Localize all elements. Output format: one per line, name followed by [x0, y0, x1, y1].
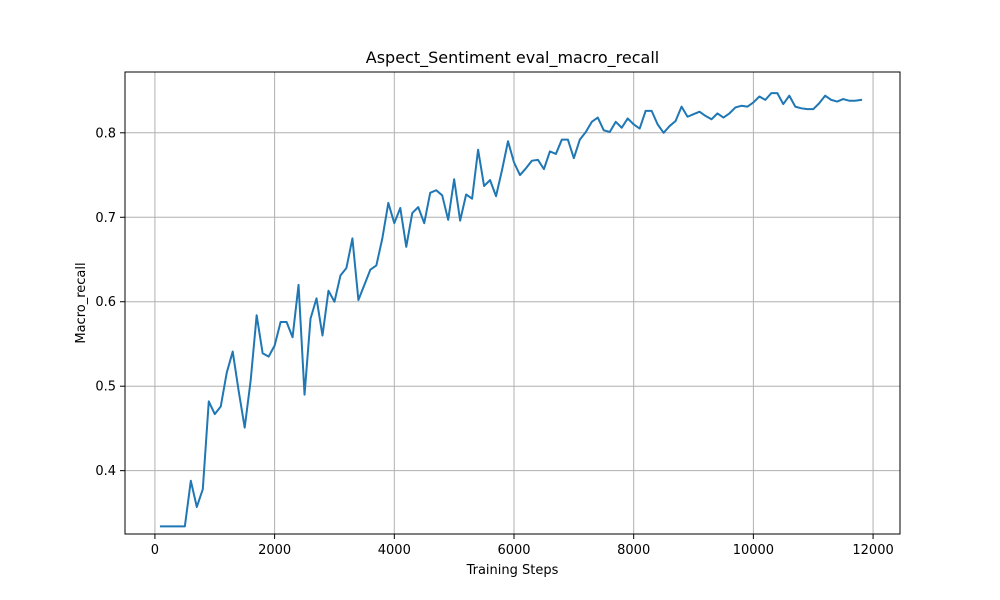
x-tick-label: 12000	[852, 543, 893, 558]
y-tick-label: 0.4	[95, 464, 116, 479]
series-layer	[159, 92, 863, 528]
y-tick-label: 0.5	[95, 380, 116, 395]
y-tick-label: 0.8	[95, 126, 116, 141]
y-tick-label: 0.6	[95, 295, 116, 310]
x-tick-label: 4000	[378, 543, 411, 558]
chart-title: Aspect_Sentiment eval_macro_recall	[366, 48, 659, 68]
x-axis-label: Training Steps	[466, 563, 559, 578]
x-tick-label: 10000	[733, 543, 774, 558]
y-tick-label: 0.7	[95, 211, 116, 226]
x-tick-label: 2000	[258, 543, 291, 558]
x-tick-label: 6000	[497, 543, 530, 558]
x-tick-label: 0	[151, 543, 159, 558]
plot-area	[125, 72, 900, 534]
series-line	[159, 92, 863, 528]
axes-frame	[124, 71, 901, 535]
series-points	[160, 93, 862, 527]
grid	[125, 72, 900, 534]
x-tick-label: 8000	[617, 543, 650, 558]
y-axis-label: Macro_recall	[74, 262, 89, 343]
ticks: 0 2000 4000 6000 8000 10000 12000 0.4 0.5 0.6 0.7 0…	[95, 126, 893, 558]
